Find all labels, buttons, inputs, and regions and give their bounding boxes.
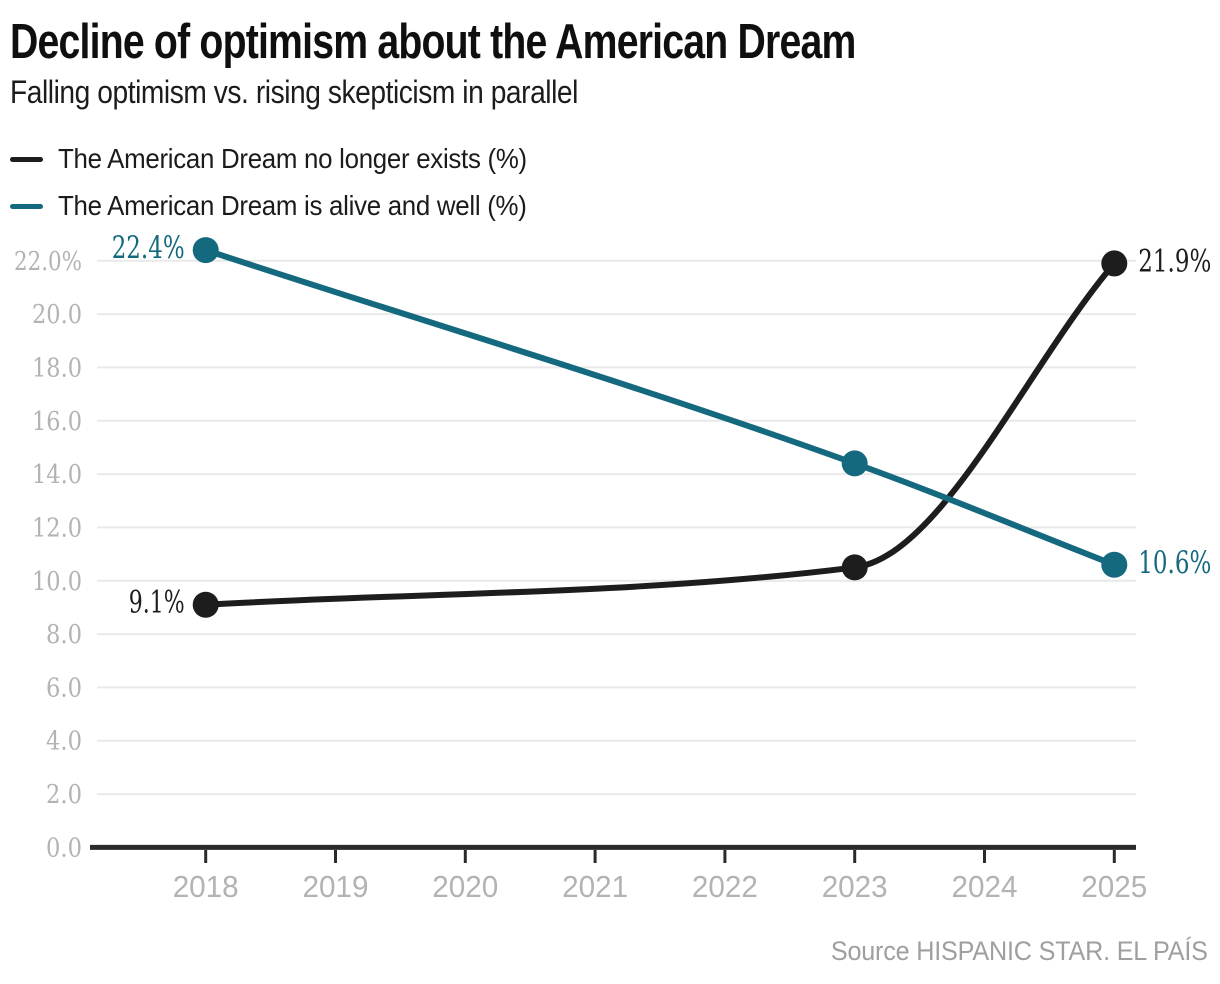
legend-dash-icon [10,156,43,162]
y-axis-tick-label: 12.0 [32,513,82,543]
x-axis-tick-label: 2022 [692,869,758,904]
legend-item-no-longer-exists: The American Dream no longer exists (%) [10,143,557,174]
x-axis-tick-label: 2024 [952,869,1018,904]
series-line-0 [202,260,1118,608]
data-point-label: 9.1% [129,585,185,621]
data-point [1101,250,1128,277]
x-axis-tick-label: 2025 [1081,869,1147,904]
y-axis-tick-label: 10.0 [32,567,82,597]
data-point [1101,551,1128,578]
x-axis-tick-label: 2020 [432,869,498,904]
data-point [192,237,219,264]
series-line-1 [202,247,1118,568]
x-axis-tick-label: 2019 [303,869,369,904]
data-point-label: 22.4% [112,230,185,266]
x-axis-tick-label: 2023 [822,869,888,904]
data-point [841,450,868,477]
x-axis-tick-label: 2018 [173,869,239,904]
y-axis-tick-label: 4.0 [46,727,82,757]
y-axis-tick-label: 18.0 [32,353,82,383]
legend-item-alive-and-well: The American Dream is alive and well (%) [10,190,557,221]
chart-legend: The American Dream no longer exists (%) … [10,143,557,238]
y-axis-tick-label: 22.0% [14,247,82,277]
source-attribution: Source HISPANIC STAR. EL PAÍS [831,936,1208,966]
data-point [192,591,219,618]
y-axis-tick-label: 2.0 [46,780,82,810]
data-point-label: 10.6% [1138,545,1211,581]
y-axis-tick-label: 0.0 [46,833,82,863]
page-subtitle: Falling optimism vs. rising skepticism i… [10,74,578,110]
data-point-label: 21.9% [1138,243,1211,279]
y-axis-tick-label: 8.0 [46,620,82,650]
y-axis-tick-label: 14.0 [32,460,82,490]
data-point [841,554,868,581]
legend-label: The American Dream no longer exists (%) [58,143,527,174]
legend-label: The American Dream is alive and well (%) [58,190,527,221]
legend-dash-icon [10,203,43,209]
page-title: Decline of optimism about the American D… [10,15,856,69]
x-axis-tick-label: 2021 [562,869,628,904]
y-axis-tick-label: 16.0 [32,407,82,437]
y-axis-tick-label: 20.0 [32,300,82,330]
y-axis-tick-label: 6.0 [46,673,82,703]
